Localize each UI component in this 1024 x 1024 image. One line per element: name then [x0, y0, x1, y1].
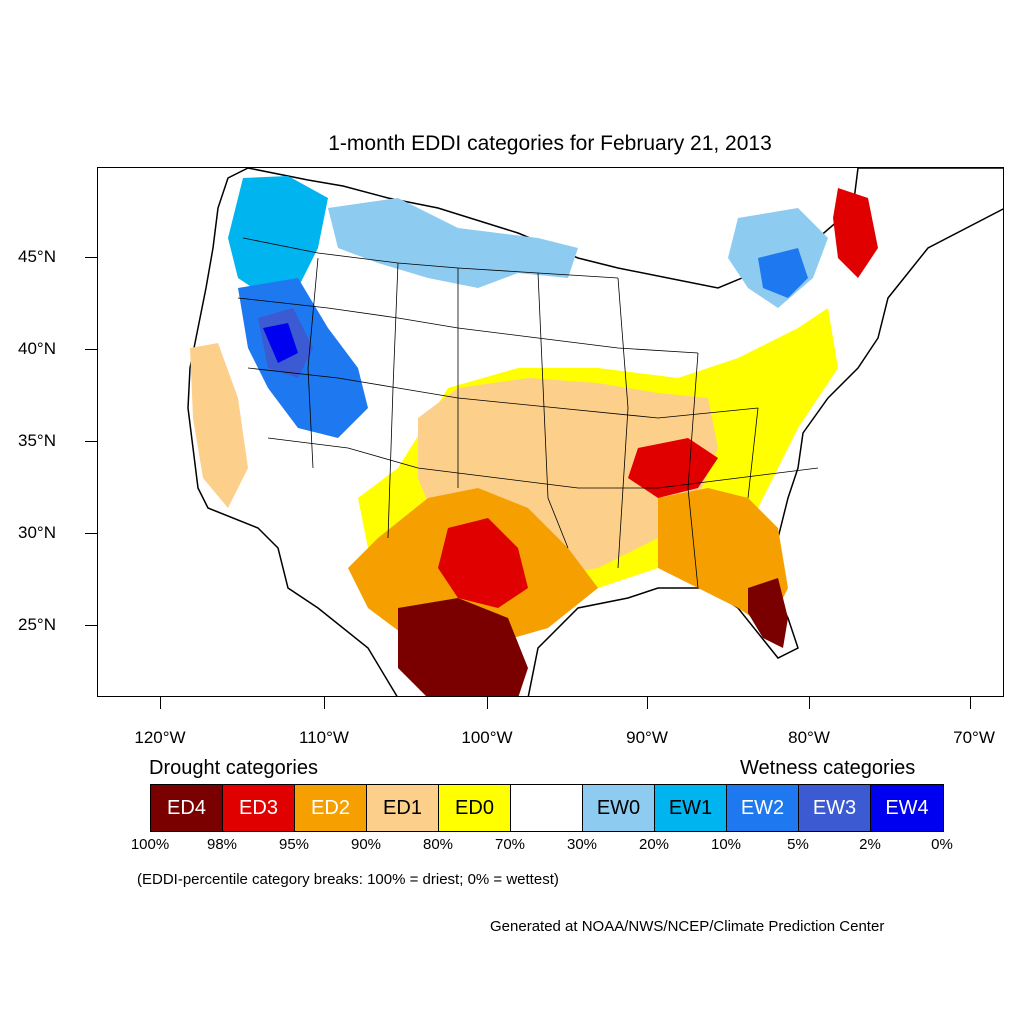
- eddi-map: [97, 167, 1004, 697]
- percentile-break-label: 90%: [350, 836, 382, 853]
- legend-swatch-ew4: EW4: [871, 785, 943, 831]
- wet-area-ew2-great-lakes: [758, 248, 808, 298]
- percentile-break-label: 70%: [494, 836, 526, 853]
- lon-label-80: 80°W: [788, 728, 830, 747]
- lat-tick: [85, 349, 97, 350]
- percentile-break-label: 0%: [931, 836, 953, 853]
- lat-label-25: 25°N: [18, 615, 56, 634]
- dry-area-ed3-northeast: [833, 188, 878, 278]
- lon-tick: [487, 697, 488, 709]
- lat-label-30: 30°N: [18, 523, 56, 542]
- lon-label-70: 70°W: [953, 728, 995, 747]
- map-title: 1-month EDDI categories for February 21,…: [328, 132, 772, 155]
- lat-tick: [85, 625, 97, 626]
- legend-swatch-ed0: ED0: [439, 785, 511, 831]
- legend-swatch-normal: [511, 785, 583, 831]
- percentile-break-label: 95%: [278, 836, 310, 853]
- dry-area-ed1-california: [190, 343, 248, 508]
- lon-tick: [970, 697, 971, 709]
- lon-tick: [809, 697, 810, 709]
- percentile-break-label: 20%: [638, 836, 670, 853]
- state-boundaries: [237, 237, 819, 589]
- lon-label-90: 90°W: [626, 728, 668, 747]
- legend-swatch-ed4: ED4: [151, 785, 223, 831]
- breaks-note: (EDDI-percentile category breaks: 100% =…: [137, 871, 559, 888]
- category-legend: ED4 ED3 ED2 ED1 ED0 EW0 EW1 EW2 EW3 EW4: [150, 784, 944, 832]
- lon-tick: [160, 697, 161, 709]
- legend-swatch-ew0: EW0: [583, 785, 655, 831]
- percentile-break-label: 80%: [422, 836, 454, 853]
- dry-area-ed3-texas: [438, 518, 528, 608]
- lon-label-110: 110°W: [299, 728, 349, 747]
- percentile-break-label: 100%: [130, 836, 170, 853]
- percentile-break-label: 98%: [206, 836, 238, 853]
- credit-line: Generated at NOAA/NWS/NCEP/Climate Predi…: [490, 918, 885, 935]
- wet-area-ew0-north: [328, 198, 578, 288]
- percentile-break-label: 2%: [859, 836, 881, 853]
- wet-area-ew4-core: [263, 323, 298, 363]
- legend-swatch-ed2: ED2: [295, 785, 367, 831]
- wetness-heading: Wetness categories: [740, 757, 916, 779]
- legend-swatch-ed3: ED3: [223, 785, 295, 831]
- percentile-break-label: 5%: [787, 836, 809, 853]
- lon-label-120: 120°W: [134, 728, 186, 747]
- lat-tick: [85, 533, 97, 534]
- percentile-break-label: 10%: [710, 836, 742, 853]
- drought-heading: Drought categories: [149, 757, 318, 779]
- lat-label-35: 35°N: [18, 431, 56, 450]
- legend-swatch-ed1: ED1: [367, 785, 439, 831]
- lon-label-100: 100°W: [461, 728, 513, 747]
- legend-swatch-ew1: EW1: [655, 785, 727, 831]
- lon-tick: [324, 697, 325, 709]
- dry-area-ed4-south-texas: [398, 598, 528, 696]
- lat-label-45: 45°N: [18, 247, 56, 266]
- legend-swatch-ew2: EW2: [727, 785, 799, 831]
- lat-label-40: 40°N: [18, 339, 56, 358]
- legend-swatch-ew3: EW3: [799, 785, 871, 831]
- dry-area-ed4-florida: [748, 578, 788, 648]
- lat-tick: [85, 257, 97, 258]
- lat-tick: [85, 441, 97, 442]
- wet-area-ew1-northwest: [228, 176, 328, 298]
- percentile-break-label: 30%: [566, 836, 598, 853]
- map-canvas: [187, 168, 1003, 696]
- lon-tick: [647, 697, 648, 709]
